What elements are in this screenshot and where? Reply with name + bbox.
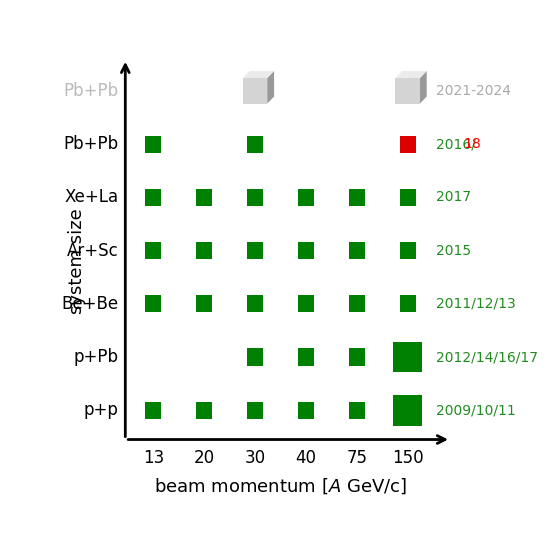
Bar — [196, 401, 212, 419]
Polygon shape — [267, 71, 274, 103]
Bar — [400, 136, 416, 153]
Bar — [243, 78, 267, 103]
Bar — [298, 189, 314, 206]
Text: Pb+Pb: Pb+Pb — [64, 135, 119, 153]
Bar — [298, 401, 314, 419]
Bar — [400, 242, 416, 259]
Bar — [349, 348, 365, 366]
Text: p+p: p+p — [84, 401, 119, 419]
Text: beam momentum [$\mathit{A}$ GeV/c]: beam momentum [$\mathit{A}$ GeV/c] — [154, 477, 407, 496]
Text: 18: 18 — [464, 137, 482, 151]
Text: Ar+Sc: Ar+Sc — [67, 242, 119, 259]
Bar — [396, 78, 420, 103]
Bar — [145, 242, 161, 259]
Bar — [298, 242, 314, 259]
Bar — [196, 242, 212, 259]
Bar — [298, 348, 314, 366]
Text: 2012/14/16/17: 2012/14/16/17 — [436, 350, 538, 364]
Bar — [247, 401, 263, 419]
Bar — [145, 401, 161, 419]
Bar — [145, 189, 161, 206]
Text: 20: 20 — [194, 449, 215, 466]
Bar — [247, 136, 263, 153]
Bar — [247, 295, 263, 312]
Text: 2009/10/11: 2009/10/11 — [436, 403, 516, 417]
Bar — [196, 189, 212, 206]
Bar — [393, 341, 422, 373]
Bar — [247, 189, 263, 206]
Bar — [247, 242, 263, 259]
Text: 2016/: 2016/ — [436, 137, 475, 151]
Bar — [400, 295, 416, 312]
Text: Xe+La: Xe+La — [65, 188, 119, 206]
Bar — [196, 295, 212, 312]
Bar — [349, 242, 365, 259]
Text: Pb+Pb: Pb+Pb — [64, 82, 119, 100]
Polygon shape — [420, 71, 427, 103]
Bar — [298, 295, 314, 312]
Text: 75: 75 — [347, 449, 367, 466]
Text: Be+Be: Be+Be — [61, 295, 119, 313]
Polygon shape — [396, 71, 427, 78]
Bar — [349, 189, 365, 206]
Text: p+Pb: p+Pb — [74, 348, 119, 366]
Text: 2011/12/13: 2011/12/13 — [436, 297, 516, 311]
Polygon shape — [243, 71, 274, 78]
Text: 2017: 2017 — [436, 190, 471, 204]
Bar — [145, 295, 161, 312]
Text: 150: 150 — [392, 449, 424, 466]
Bar — [145, 136, 161, 153]
Text: 30: 30 — [244, 449, 266, 466]
Bar — [393, 395, 422, 426]
Text: system size: system size — [68, 209, 86, 314]
Text: 13: 13 — [143, 449, 164, 466]
Bar — [349, 295, 365, 312]
Text: 2015: 2015 — [436, 243, 471, 258]
Text: 40: 40 — [295, 449, 316, 466]
Text: 2021-2024: 2021-2024 — [436, 84, 511, 98]
Bar — [247, 348, 263, 366]
Bar — [400, 189, 416, 206]
Bar — [349, 401, 365, 419]
